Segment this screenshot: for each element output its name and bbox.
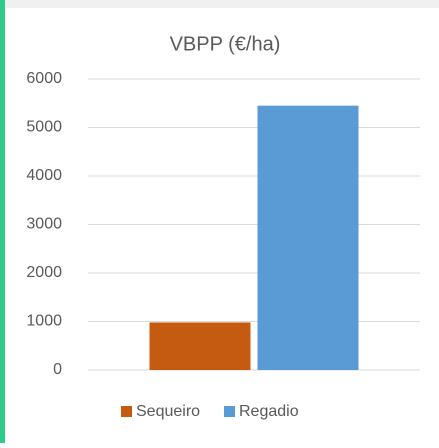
legend-label: Sequeiro [136,403,200,420]
bar [257,105,359,371]
y-tick-label: 6000 [26,70,62,87]
legend-label: Regadio [239,403,299,420]
legend-swatch [121,406,132,417]
y-tick-label: 2000 [26,264,62,281]
y-tick-label: 3000 [26,216,62,233]
y-tick-label: 0 [53,361,62,378]
top-border [0,0,439,8]
y-tick-label: 5000 [26,119,62,136]
y-tick-label: 4000 [26,167,62,184]
bar [149,322,251,370]
legend-swatch [224,406,235,417]
left-stripe [0,0,5,443]
y-tick-label: 1000 [26,313,62,330]
chart-title: VBPP (€/ha) [170,33,281,55]
